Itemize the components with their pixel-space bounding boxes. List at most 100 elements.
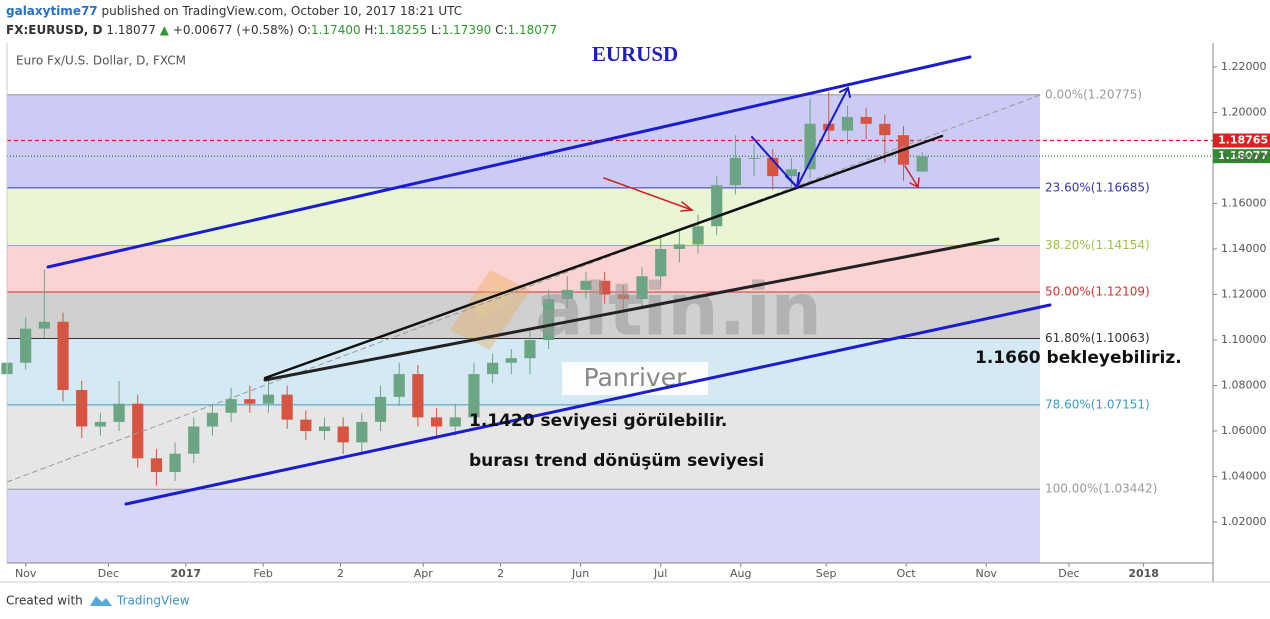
candle-body (711, 185, 723, 227)
candle-body (860, 116, 872, 124)
header-line: galaxytime77 published on TradingView.co… (6, 4, 462, 18)
fib-band (7, 245, 1040, 292)
fib-label: 61.80%(1.10063) (1045, 331, 1150, 345)
candle-body (636, 276, 648, 300)
x-tick-label: 2 (337, 567, 344, 580)
candle-body (262, 394, 275, 404)
fib-label: 78.60%(1.07151) (1045, 397, 1150, 411)
x-tick-label: Oct (897, 567, 917, 580)
candle-body (729, 157, 742, 186)
price-tag-label: 1.18765 (1218, 134, 1268, 147)
y-tick-label: 1.04000 (1221, 470, 1267, 483)
candle-body (337, 426, 349, 443)
price-tag (1213, 149, 1270, 164)
x-tick-label: Jul (653, 567, 667, 580)
price-tag (1213, 133, 1270, 148)
candle-body (561, 289, 573, 300)
y-tick-label: 1.22000 (1221, 60, 1267, 73)
x-tick-label: 2 (497, 567, 504, 580)
legend-text: Euro Fx/U.S. Dollar, D, FXCM (16, 54, 186, 68)
candle-body (468, 374, 480, 418)
fib-label: 38.20%(1.14154) (1045, 238, 1150, 252)
x-tick-label: Dec (1058, 567, 1079, 580)
candle-body (580, 280, 592, 290)
candle-body (449, 417, 461, 427)
candle-body (486, 362, 499, 375)
fib-label: 50.00%(1.12109) (1045, 284, 1150, 298)
candle-body (673, 244, 685, 249)
fib-label: 0.00%(1.20775) (1045, 87, 1142, 101)
candle-body (617, 294, 629, 300)
y-tick-label: 1.14000 (1221, 242, 1267, 255)
x-tick-label: Nov (15, 567, 37, 580)
y-tick-label: 1.20000 (1221, 105, 1267, 118)
y-tick-label: 1.06000 (1221, 424, 1267, 437)
annotation: burası trend dönüşüm seviyesi (469, 451, 764, 471)
y-tick-label: 1.08000 (1221, 378, 1267, 391)
x-tick-label: 2017 (170, 567, 201, 580)
candle-body (57, 321, 69, 391)
candle-body (804, 123, 816, 170)
x-tick-label: Jun (571, 567, 589, 580)
candle-body (20, 328, 32, 363)
candle-body (244, 399, 256, 404)
x-tick-label: Aug (730, 567, 751, 580)
fib-label: 23.60%(1.16685) (1045, 180, 1150, 194)
candle-body (169, 453, 181, 472)
footer-text: Created with (6, 594, 83, 608)
candle-body (188, 426, 200, 454)
fib-label: 100.00%(1.03442) (1045, 482, 1157, 496)
candle-body (599, 280, 611, 295)
candle-body (785, 169, 798, 177)
y-tick-label: 1.16000 (1221, 196, 1267, 209)
candle-body (524, 339, 536, 359)
candle-body (430, 417, 443, 427)
candle-body (300, 419, 312, 432)
fib-band (7, 187, 1040, 246)
x-tick-label: Dec (98, 567, 119, 580)
candle-body (318, 426, 331, 432)
candle-body (412, 374, 424, 418)
fib-band (7, 94, 1040, 188)
x-tick-label: Sep (816, 567, 837, 580)
annotation: 1.1660 bekleyebiliriz. (975, 348, 1182, 368)
candle-body (76, 390, 88, 427)
header-line: FX:EURUSD, D 1.18077 ▲ +0.00677 (+0.58%)… (6, 23, 557, 37)
annotation: 1.1420 seviyesi görülebilir. (469, 411, 727, 431)
candle-body (505, 358, 517, 363)
chart-title: EURUSD (592, 42, 678, 66)
candle-body (393, 374, 405, 397)
candle-body (692, 226, 704, 245)
candle-body (841, 116, 854, 131)
candle-body (374, 396, 387, 422)
price-tag-label: 1.18077 (1218, 149, 1268, 162)
x-tick-label: Nov (975, 567, 997, 580)
x-tick-label: Feb (253, 567, 272, 580)
fib-band (7, 338, 1040, 405)
candle-body (356, 421, 368, 443)
candle-body (94, 421, 106, 427)
y-tick-label: 1.02000 (1221, 515, 1267, 528)
candle-body (150, 458, 163, 472)
candle-body (281, 394, 293, 420)
x-tick-label: Apr (414, 567, 434, 580)
candle-body (767, 157, 779, 177)
candle-body (543, 299, 555, 340)
drawings (6, 55, 1052, 506)
candle-body (879, 123, 891, 136)
candle-body (916, 156, 928, 172)
y-tick-label: 1.18000 (1221, 151, 1267, 164)
candle-body (113, 403, 125, 422)
y-tick-label: 1.12000 (1221, 287, 1267, 300)
fib-band (7, 489, 1040, 563)
candle-body (132, 403, 144, 459)
footer-brand[interactable]: TradingView (116, 594, 190, 608)
candle-body (225, 399, 237, 413)
y-tick-label: 1.10000 (1221, 333, 1267, 346)
footer-logo (90, 596, 112, 606)
candle-body (38, 321, 50, 329)
candle-body (206, 412, 219, 427)
candle-body (748, 157, 760, 159)
